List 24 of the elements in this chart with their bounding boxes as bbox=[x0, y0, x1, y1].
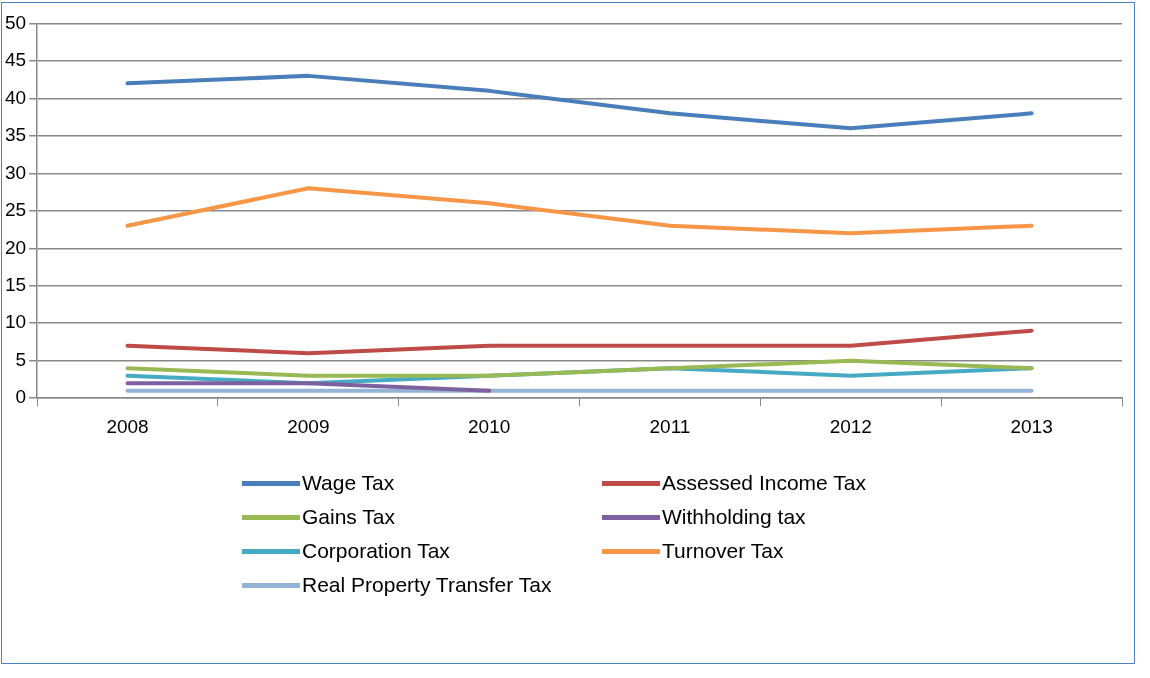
x-tick-label: 2010 bbox=[468, 415, 511, 437]
y-tick-label: 5 bbox=[15, 348, 27, 370]
y-tick-label: 40 bbox=[4, 86, 27, 108]
x-tick-label: 2013 bbox=[1010, 415, 1053, 437]
y-tick-label: 45 bbox=[4, 49, 27, 71]
y-tick-label: 0 bbox=[15, 386, 27, 408]
legend-label: Assessed Income Tax bbox=[662, 471, 866, 495]
x-tick-label: 2008 bbox=[106, 415, 149, 437]
y-tick-label: 30 bbox=[4, 161, 27, 183]
y-tick-label: 35 bbox=[4, 124, 27, 146]
x-tick-label: 2011 bbox=[649, 415, 691, 437]
legend-label: Turnover Tax bbox=[662, 539, 784, 563]
y-tick-label: 50 bbox=[4, 11, 27, 33]
legend-label: Withholding tax bbox=[662, 505, 806, 529]
x-tick-label: 2012 bbox=[829, 415, 872, 437]
legend-label: Wage Tax bbox=[302, 471, 395, 495]
y-tick-label: 25 bbox=[4, 199, 27, 221]
legend-label: Corporation Tax bbox=[302, 539, 450, 563]
legend-label: Gains Tax bbox=[302, 505, 395, 529]
y-tick-label: 10 bbox=[4, 311, 27, 333]
y-tick-label: 20 bbox=[4, 236, 27, 258]
y-tick-label: 15 bbox=[4, 273, 27, 295]
legend-label: Real Property Transfer Tax bbox=[302, 573, 552, 597]
x-tick-label: 2009 bbox=[287, 415, 330, 437]
